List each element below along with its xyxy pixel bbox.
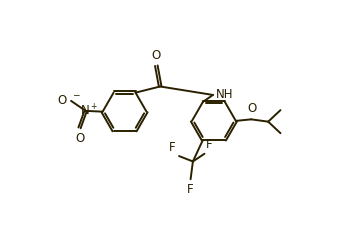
- Text: F: F: [169, 141, 176, 154]
- Text: F: F: [206, 138, 213, 152]
- Text: −: −: [72, 91, 79, 100]
- Text: +: +: [90, 102, 96, 111]
- Text: O: O: [57, 94, 66, 107]
- Text: O: O: [247, 103, 257, 116]
- Text: NH: NH: [216, 88, 234, 101]
- Text: N: N: [81, 104, 90, 117]
- Text: O: O: [75, 132, 84, 146]
- Text: F: F: [187, 183, 194, 196]
- Text: O: O: [151, 49, 160, 62]
